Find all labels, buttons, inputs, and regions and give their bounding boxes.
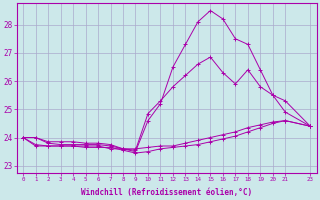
X-axis label: Windchill (Refroidissement éolien,°C): Windchill (Refroidissement éolien,°C)	[81, 188, 252, 197]
